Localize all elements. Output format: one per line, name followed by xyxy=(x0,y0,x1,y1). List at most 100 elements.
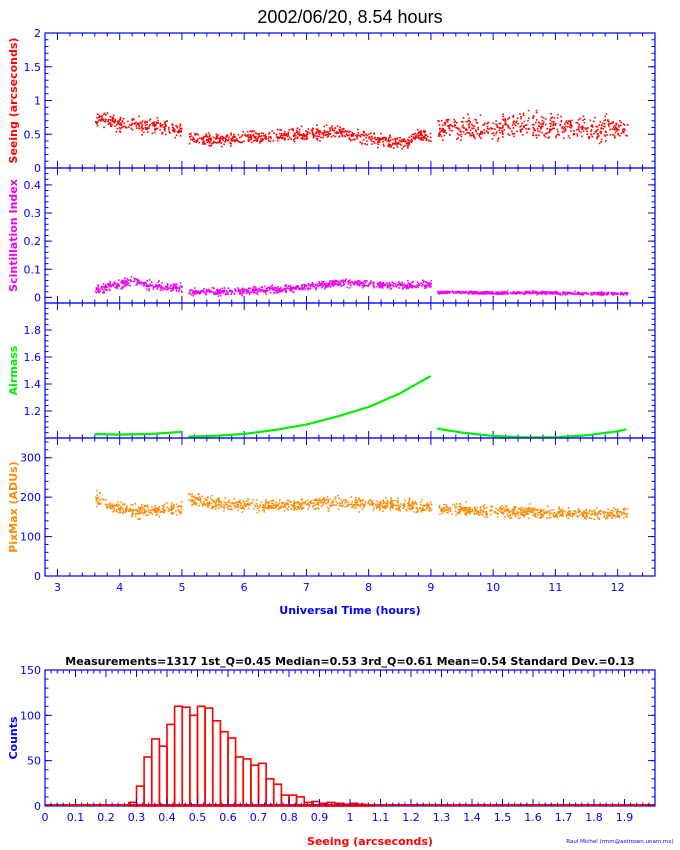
data-point xyxy=(320,502,323,504)
data-point xyxy=(131,123,133,125)
data-point xyxy=(144,127,147,129)
data-point xyxy=(368,500,370,503)
data-point xyxy=(362,499,365,502)
data-point xyxy=(247,139,250,141)
data-point xyxy=(190,132,192,135)
data-point xyxy=(578,511,580,514)
data-point xyxy=(626,516,628,518)
y-axis-label: Seeing (arcseconds) xyxy=(7,38,20,164)
data-point xyxy=(415,286,418,289)
data-point xyxy=(221,287,223,290)
data-point xyxy=(312,285,314,288)
data-point xyxy=(308,505,310,508)
data-point xyxy=(175,290,178,292)
data-point xyxy=(540,513,543,516)
data-point xyxy=(532,291,534,293)
data-point xyxy=(408,498,411,501)
data-point xyxy=(525,507,527,509)
data-point xyxy=(363,280,366,282)
data-point xyxy=(419,504,422,506)
data-point xyxy=(557,130,559,133)
data-point xyxy=(327,135,330,137)
data-point xyxy=(500,127,502,129)
data-point xyxy=(296,285,298,287)
data-point xyxy=(213,287,215,290)
data-point xyxy=(246,135,249,138)
data-point xyxy=(217,141,219,144)
data-point xyxy=(99,288,101,291)
data-point xyxy=(336,283,338,286)
data-point xyxy=(296,137,299,139)
data-point xyxy=(253,130,255,132)
data-point xyxy=(506,291,508,294)
data-point xyxy=(380,504,383,507)
data-point xyxy=(360,499,363,502)
data-point xyxy=(98,496,100,499)
data-point xyxy=(396,138,398,140)
data-point xyxy=(477,292,479,294)
data-point xyxy=(454,507,457,509)
data-point xyxy=(341,133,343,135)
data-point xyxy=(281,289,283,291)
data-point xyxy=(608,514,611,516)
data-point xyxy=(328,132,330,134)
data-point xyxy=(137,279,139,281)
data-point xyxy=(284,285,287,287)
data-point xyxy=(135,513,137,515)
data-point xyxy=(469,132,471,135)
data-point xyxy=(236,501,238,504)
data-point xyxy=(317,504,320,506)
data-point xyxy=(200,501,203,504)
data-point xyxy=(345,130,348,133)
data-point xyxy=(604,119,607,121)
data-point xyxy=(540,514,542,517)
data-point xyxy=(141,127,144,129)
data-point xyxy=(404,499,406,502)
data-point xyxy=(138,115,140,118)
data-point xyxy=(388,145,390,147)
data-point xyxy=(298,503,301,505)
data-point xyxy=(372,502,375,505)
data-point xyxy=(420,510,423,513)
data-point xyxy=(373,132,375,134)
data-point xyxy=(127,508,129,511)
data-point xyxy=(208,137,211,140)
data-point xyxy=(218,289,220,292)
data-point xyxy=(394,137,396,140)
data-point xyxy=(443,134,446,137)
data-point xyxy=(217,499,220,501)
data-point xyxy=(315,137,318,140)
data-point xyxy=(138,281,140,283)
data-point xyxy=(469,135,471,137)
data-point xyxy=(491,128,494,130)
y-tick-label: 100 xyxy=(20,531,41,544)
data-point xyxy=(326,495,329,498)
data-point xyxy=(549,291,552,294)
data-point xyxy=(535,516,537,518)
data-point xyxy=(616,510,618,512)
y-tick-label: 1.2 xyxy=(24,405,42,418)
data-point xyxy=(467,509,470,512)
data-point xyxy=(329,284,331,287)
data-point xyxy=(469,290,472,293)
data-point xyxy=(407,287,410,289)
data-point xyxy=(574,510,576,512)
data-point xyxy=(501,118,504,121)
data-point xyxy=(301,286,303,289)
data-point xyxy=(439,133,442,136)
data-point xyxy=(384,139,387,141)
data-point xyxy=(607,512,609,515)
data-point xyxy=(467,291,470,294)
data-point xyxy=(589,119,591,122)
data-point xyxy=(579,293,582,295)
data-point xyxy=(306,287,308,289)
data-point xyxy=(283,289,285,291)
data-point xyxy=(146,286,149,288)
data-point xyxy=(348,287,351,289)
data-point xyxy=(468,125,471,128)
data-point xyxy=(454,510,457,512)
data-point xyxy=(340,131,343,134)
data-point xyxy=(404,286,406,289)
data-point xyxy=(479,508,482,510)
data-point xyxy=(446,120,449,123)
